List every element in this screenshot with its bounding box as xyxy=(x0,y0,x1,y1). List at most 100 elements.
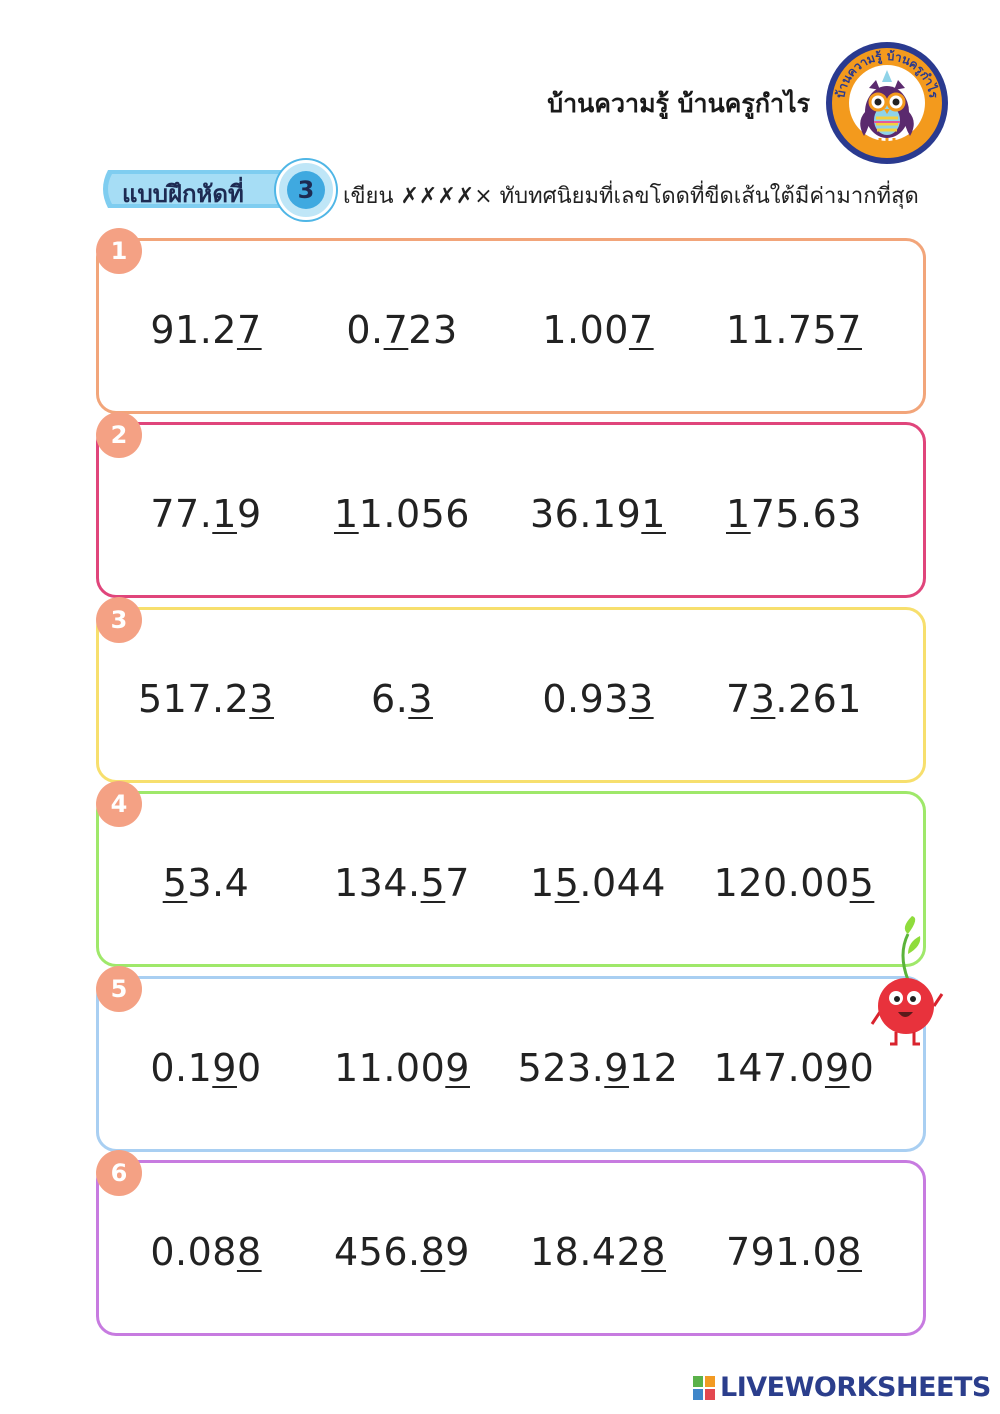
exercise-number-badge: 3 xyxy=(276,160,336,220)
decimal-part: 134. xyxy=(334,861,421,906)
decimal-choice[interactable]: 0.723 xyxy=(304,308,500,352)
cherry-mascot-icon xyxy=(870,916,944,1046)
decimal-choice[interactable]: 120.005 xyxy=(696,861,892,905)
decimal-choice[interactable]: 0.933 xyxy=(500,677,696,721)
decimal-choice[interactable]: 517.23 xyxy=(108,677,304,721)
decimal-part: 77. xyxy=(150,492,213,537)
problem-box-5 xyxy=(96,975,926,1152)
underlined-digit: 9 xyxy=(212,1045,237,1090)
underlined-digit: 9 xyxy=(445,1045,470,1090)
decimal-choice[interactable]: 11.009 xyxy=(304,1046,500,1090)
problem-choices: 53.4 134.57 15.044 120.005 xyxy=(108,861,908,905)
decimal-part: 75.63 xyxy=(750,492,862,537)
decimal-part: 517.2 xyxy=(138,676,250,721)
decimal-part: 456. xyxy=(334,1230,421,1274)
underlined-digit: 7 xyxy=(236,308,262,352)
underlined-digit: 3 xyxy=(408,676,433,721)
decimal-choice[interactable]: 77.19 xyxy=(108,492,304,536)
underlined-digit: 7 xyxy=(383,308,409,352)
underlined-digit: 1 xyxy=(641,492,666,537)
decimal-part: 147.0 xyxy=(713,1045,825,1090)
decimal-choice[interactable]: 15.044 xyxy=(500,861,696,905)
underlined-digit: 1 xyxy=(334,492,359,537)
decimal-choice[interactable]: 11.056 xyxy=(304,492,500,536)
decimal-choice[interactable]: 36.191 xyxy=(500,492,696,536)
decimal-part: 91.2 xyxy=(150,308,237,352)
problem-number: 2 xyxy=(96,412,142,459)
decimal-choice[interactable]: 73.261 xyxy=(696,677,892,721)
decimal-choice[interactable]: 53.4 xyxy=(108,861,304,905)
decimal-part: 0.08 xyxy=(150,1230,237,1274)
problem-number: 6 xyxy=(96,1150,142,1196)
exercise-label: แบบฝึกหัดที่ xyxy=(122,180,244,208)
decimal-part: 0.93 xyxy=(542,676,629,721)
decimal-part: 11.00 xyxy=(334,1045,446,1090)
underlined-digit: 8 xyxy=(837,1230,862,1274)
decimal-choice[interactable]: 147.090 xyxy=(696,1046,892,1090)
underlined-digit: 5 xyxy=(420,861,446,906)
decimal-part: 3.4 xyxy=(187,861,250,906)
decimal-part: 1 xyxy=(530,861,555,906)
decimal-part: 0 xyxy=(236,1045,262,1090)
underlined-digit: 5 xyxy=(849,861,875,906)
liveworksheets-logo: LIVEWORKSHEETS xyxy=(692,1372,991,1403)
decimal-part: 0 xyxy=(849,1045,875,1090)
underlined-digit: 1 xyxy=(212,492,237,537)
decimal-part: 1.00 xyxy=(542,308,629,352)
underlined-digit: 7 xyxy=(628,308,654,352)
problem-choices: 77.19 11.056 36.191 175.63 xyxy=(108,492,908,536)
brand-title: บ้านความรู้ บ้านครูกำไร xyxy=(547,89,810,118)
decimal-choice[interactable]: 91.27 xyxy=(108,308,304,352)
underlined-digit: 8 xyxy=(641,1230,666,1274)
decimal-part: .044 xyxy=(579,861,666,906)
decimal-part: 0. xyxy=(346,308,384,352)
exercise-number: 3 xyxy=(287,171,325,209)
problem-box-1 xyxy=(96,238,926,414)
decimal-part: 791.0 xyxy=(726,1230,838,1274)
instruction-prefix: เขียน xyxy=(343,184,394,209)
decimal-part: .261 xyxy=(775,676,862,721)
decimal-choice[interactable]: 6.3 xyxy=(304,677,500,721)
decimal-choice[interactable]: 0.088 xyxy=(108,1230,304,1274)
underlined-digit: 8 xyxy=(420,1230,446,1274)
decimal-part: 0.1 xyxy=(150,1045,213,1090)
decimal-part: 12 xyxy=(628,1045,679,1090)
instruction-mark: ✗✗✗✗ xyxy=(400,184,475,209)
instruction: เขียน ✗✗✗✗× ทับทศนิยมที่เลขโดดที่ขีดเส้น… xyxy=(343,178,919,213)
decimal-choice[interactable]: 175.63 xyxy=(696,492,892,536)
decimal-part: 523. xyxy=(517,1045,605,1090)
decimal-choice[interactable]: 134.57 xyxy=(304,861,500,905)
underlined-digit: 3 xyxy=(750,676,776,721)
decimal-part: 36.19 xyxy=(530,492,642,537)
decimal-part: 23 xyxy=(408,308,458,352)
decimal-part: 120.00 xyxy=(713,861,850,906)
decimal-choice[interactable]: 1.007 xyxy=(500,308,696,352)
decimal-choice[interactable]: 523.912 xyxy=(500,1046,696,1090)
underlined-digit: 9 xyxy=(604,1045,629,1090)
underlined-digit: 3 xyxy=(628,676,654,721)
underlined-digit: 3 xyxy=(249,676,274,721)
decimal-part: 7 xyxy=(726,676,751,721)
underlined-digit: 1 xyxy=(726,492,751,537)
problem-choices: 517.23 6.3 0.933 73.261 xyxy=(108,677,908,721)
problem-number: 3 xyxy=(96,596,142,643)
problem-number: 4 xyxy=(96,781,142,828)
problem-number: 5 xyxy=(96,965,142,1012)
owl-logo-icon: บ้านความรู้ บ้านครูกำไร xyxy=(826,42,948,164)
decimal-choice[interactable]: 18.428 xyxy=(500,1230,696,1274)
problem-choices: 0.190 11.009 523.912 147.090 xyxy=(108,1046,908,1090)
exercise-ribbon xyxy=(103,170,296,208)
decimal-choice[interactable]: 791.08 xyxy=(696,1230,892,1274)
decimal-part: 11.75 xyxy=(726,308,838,352)
decimal-part: 1.056 xyxy=(358,492,470,537)
decimal-part: 18.42 xyxy=(530,1230,642,1274)
decimal-part: 9 xyxy=(236,492,262,537)
decimal-choice[interactable]: 11.757 xyxy=(696,308,892,352)
problem-box-6 xyxy=(96,1160,926,1336)
problem-number: 1 xyxy=(96,228,142,274)
underlined-digit: 5 xyxy=(554,861,580,906)
decimal-part: 7 xyxy=(445,861,470,906)
decimal-choice[interactable]: 0.190 xyxy=(108,1046,304,1090)
decimal-choice[interactable]: 456.89 xyxy=(304,1230,500,1274)
problem-box-2 xyxy=(96,422,926,599)
